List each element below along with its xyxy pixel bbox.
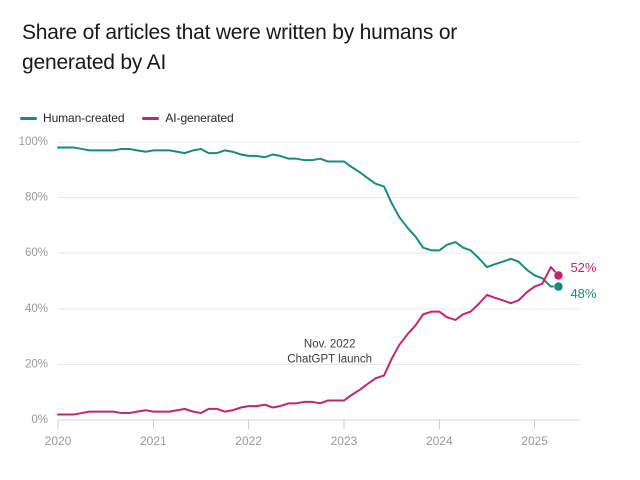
y-axis-tick-label: 40% [25,303,48,315]
x-axis-tick-label: 2024 [426,434,453,448]
series-line-human-created [57,146,560,288]
x-axis-ticks: 2020 2021 2022 2023 2024 2025 [45,420,548,448]
plot-area: 0% 20% 40% 60% 80% 100% 2020 2021 2022 2023 2024 2… [0,130,640,480]
y-axis-tick-label: 20% [25,358,48,370]
legend-label-human-created: Human-created [43,111,125,125]
end-dot-ai [553,270,564,281]
annotation-line-2: ChatGPT launch [287,354,372,366]
legend-swatch-ai-generated [142,116,160,120]
chart-annotations: Nov. 2022 ChatGPT launch [287,339,372,366]
annotation-line-1: Nov. 2022 [304,339,356,351]
series-end-labels: 52% 48% [553,260,597,301]
legend-item-human-created[interactable]: Human-created [20,111,125,125]
y-axis-tick-label: 100% [19,136,48,148]
chart-legend: Human-created AI-generated [20,111,234,125]
line-chart-svg: 0%20%40%60%80%100% 2020 2021 2022 2023 2024 2… [19,136,597,448]
y-axis-ticks: 0% 20% 40% 60% 80% 100% [19,136,48,426]
y-axis-tick-label: 60% [25,247,48,259]
x-axis-tick-label: 2023 [331,434,358,448]
end-label-human: 48% [570,286,596,301]
gridlines [58,141,580,421]
legend-label-ai-generated: AI-generated [165,111,234,125]
series-line-ai-generated [57,266,560,416]
data-series [57,146,560,416]
x-axis-tick-label: 2022 [235,434,262,448]
x-axis-tick-label: 2020 [45,434,72,448]
x-axis-tick-label: 2025 [521,434,548,448]
x-axis-tick-label: 2021 [140,434,167,448]
end-dot-human [553,281,564,292]
legend-swatch-human-created [20,116,37,120]
y-axis-tick-label: 80% [25,192,48,204]
y-axis-tick-label: 0% [31,414,48,426]
legend-item-ai-generated[interactable]: AI-generated [142,111,234,125]
chart-title: Share of articles that were written by h… [22,21,458,74]
end-label-ai: 52% [570,260,596,275]
